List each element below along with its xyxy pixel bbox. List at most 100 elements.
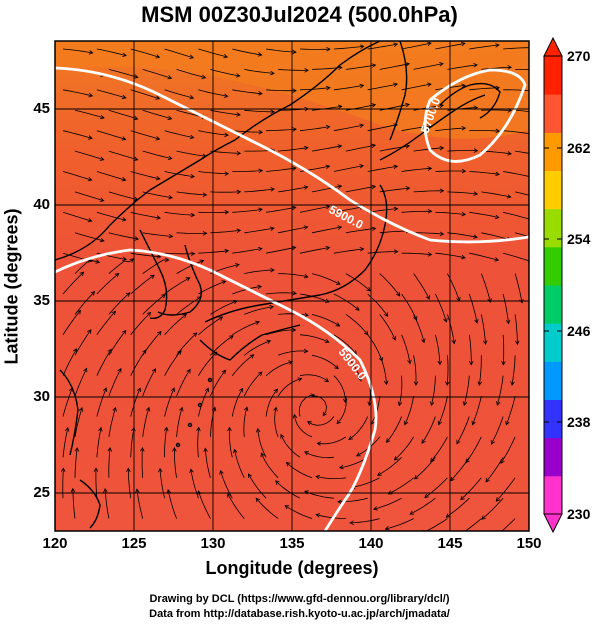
streamline-arrowhead	[366, 287, 371, 292]
streamline-arrowhead	[385, 438, 391, 443]
streamline-arrowhead	[495, 128, 501, 134]
streamline	[164, 350, 182, 376]
streamline-arrowhead	[79, 271, 85, 277]
streamline	[502, 334, 505, 365]
streamline-arrowhead	[443, 317, 448, 323]
streamline-arrowhead	[325, 245, 331, 251]
streamline-arrowhead	[72, 348, 78, 353]
streamline	[398, 375, 403, 406]
streamline	[421, 416, 436, 444]
streamline-arrowhead	[202, 231, 208, 236]
streamline-arrowhead	[172, 447, 177, 452]
streamline	[413, 63, 444, 70]
streamline	[401, 210, 432, 213]
streamline-arrowhead	[460, 41, 466, 47]
streamline-arrowhead	[182, 313, 187, 319]
streamline-arrowhead	[409, 510, 415, 515]
streamline	[108, 69, 138, 78]
streamline	[244, 188, 275, 193]
x-tick-130: 130	[200, 535, 226, 552]
streamline	[96, 130, 126, 140]
streamline-arrowhead	[269, 305, 275, 310]
streamline-arrowhead	[371, 63, 377, 68]
streamline	[108, 407, 116, 437]
streamline	[265, 361, 293, 377]
y-axis-label: Latitude (degrees)	[1, 208, 22, 365]
streamline	[176, 407, 183, 437]
streamline-arrowhead	[192, 332, 198, 337]
streamline-arrowhead	[334, 364, 339, 370]
streamline-arrowhead	[258, 207, 263, 213]
streamline-arrowhead	[227, 426, 232, 432]
streamline	[244, 269, 275, 274]
streamline	[108, 292, 130, 315]
streamline	[142, 109, 172, 120]
streamline	[62, 427, 69, 458]
streamline-arrowhead	[93, 467, 99, 472]
streamline	[265, 388, 278, 417]
streamline	[72, 488, 76, 519]
streamline	[502, 293, 509, 324]
colorbar-cell	[544, 475, 562, 515]
streamline-arrowhead	[269, 226, 275, 231]
streamline-arrowhead	[515, 340, 520, 346]
streamline	[469, 211, 499, 218]
grid-lines	[55, 41, 529, 531]
streamline-arrowhead	[485, 477, 490, 483]
streamline	[62, 348, 77, 376]
streamline-arrowhead	[177, 350, 182, 355]
streamline-arrowhead	[223, 93, 229, 98]
streamline	[232, 48, 262, 56]
streamline-arrowhead	[88, 92, 94, 98]
streamline-arrowhead	[482, 340, 488, 345]
streamline	[299, 247, 330, 254]
streamline	[74, 329, 92, 356]
streamline-arrowhead	[437, 360, 442, 366]
streamline-arrowhead	[324, 377, 330, 383]
streamline-arrowhead	[506, 194, 512, 199]
streamline-arrowhead	[270, 109, 276, 115]
streamline	[142, 368, 156, 397]
streamline	[469, 171, 500, 175]
streamline-arrowhead	[156, 254, 162, 259]
streamline-arrowhead	[363, 330, 369, 336]
streamline	[266, 167, 296, 172]
streamline-arrowhead	[292, 290, 297, 296]
streamline-arrowhead	[335, 280, 341, 285]
streamline-arrowhead	[337, 499, 342, 504]
streamline-arrowhead	[202, 192, 208, 197]
streamline	[266, 128, 297, 132]
streamline-arrowhead	[292, 49, 297, 55]
streamline-arrowhead	[121, 94, 127, 100]
streamline-arrowhead	[266, 339, 272, 345]
streamline-arrowhead	[461, 168, 467, 174]
streamline-arrowhead	[121, 177, 127, 182]
streamline-arrowhead	[121, 217, 127, 222]
streamline	[62, 130, 93, 139]
streamline-arrowhead	[235, 263, 240, 268]
streamline-arrowhead	[270, 187, 275, 192]
streamline	[266, 206, 296, 213]
streamline-arrowhead	[337, 184, 343, 189]
streamline	[167, 489, 177, 519]
streamline-arrowhead	[292, 413, 298, 419]
colorbar-tick-262: 262	[567, 140, 591, 156]
streamline	[491, 416, 504, 445]
streamline-arrowhead	[337, 144, 343, 149]
streamline-arrowhead	[114, 272, 120, 278]
streamline-arrowhead	[505, 319, 511, 325]
streamline	[244, 69, 275, 74]
streamline-arrowhead	[303, 225, 309, 230]
y-tick-35: 35	[33, 292, 50, 309]
streamline	[401, 252, 432, 255]
streamline-arrowhead	[83, 367, 88, 373]
streamline-arrowhead	[471, 420, 476, 426]
streamline	[96, 427, 102, 458]
streamline-arrowhead	[280, 433, 285, 439]
streamline	[450, 457, 470, 482]
streamline-arrowhead	[88, 50, 94, 55]
streamline-arrowhead	[238, 387, 243, 393]
streamline-arrowhead	[204, 387, 209, 393]
streamline	[435, 293, 447, 323]
streamline-arrowhead	[227, 492, 232, 498]
